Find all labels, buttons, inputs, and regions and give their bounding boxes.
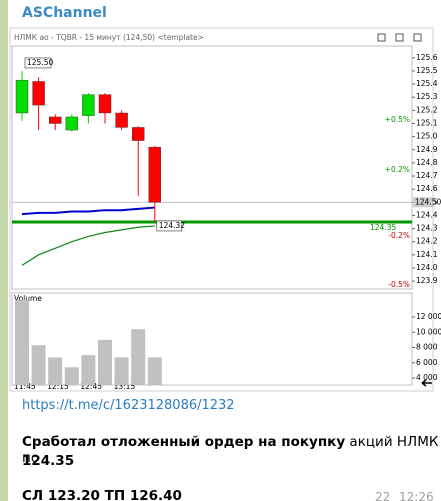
y-tick-label: 125.0: [416, 132, 438, 141]
last-price-box: [413, 197, 434, 208]
candle-body: [65, 116, 79, 131]
last-price-label: 124.50: [415, 197, 441, 206]
y-tick-label: 124.9: [416, 145, 438, 154]
toolbar-icon[interactable]: [377, 33, 386, 42]
ma-label: 124.32: [159, 221, 185, 230]
candle-body: [131, 127, 145, 141]
y-tick-label: 123.9: [416, 276, 438, 285]
y-tick-label: 124.7: [416, 171, 438, 180]
toolbar-icon[interactable]: [413, 33, 422, 42]
y-tick-label: 125.6: [416, 53, 438, 62]
ma-line: [21, 225, 155, 266]
views: 22: [375, 490, 391, 501]
message-link[interactable]: https://t.me/c/1623128086/1232: [22, 398, 235, 413]
candle-body: [82, 94, 95, 116]
volume-bar: [81, 355, 96, 385]
message-line: СЛ 123.20 ТП 126.40: [22, 488, 182, 501]
message-line: 124.35: [22, 453, 75, 469]
x-tick-label: 12:15: [47, 382, 69, 391]
pct-label: +0.5%: [385, 115, 410, 124]
y-tick-label: 125.5: [416, 66, 438, 75]
volume-bar: [147, 357, 162, 385]
price-pane: [11, 45, 413, 290]
y-tick-label: 125.3: [416, 92, 438, 101]
ma-line: [21, 206, 155, 216]
high-label-box: [24, 57, 52, 69]
candle-body: [49, 116, 62, 124]
pct-label: -0.5%: [388, 280, 410, 289]
level-label: 124.35: [370, 223, 396, 232]
y-tick-label: 8 000: [416, 343, 438, 352]
time: 12:26: [399, 490, 434, 501]
y-tick-label: 124.4: [416, 210, 438, 219]
y-tick-label: 6 000: [416, 358, 438, 367]
x-tick-label: 13:15: [114, 382, 136, 391]
y-tick-label: 124.0: [416, 263, 438, 272]
chart-image: НЛМК ао - TQBR - 15 минут (124,50) <temp…: [9, 27, 441, 392]
volume-bar: [131, 329, 146, 385]
y-tick-label: 4 000: [416, 373, 438, 382]
candle-body: [32, 81, 45, 106]
y-tick-label: 125.2: [416, 105, 438, 114]
y-tick-label: 124.6: [416, 184, 438, 193]
high-label: 125.50: [27, 58, 53, 67]
channel-name[interactable]: ASChannel: [22, 5, 107, 21]
y-tick-label: 12 000: [416, 312, 441, 321]
ma-label-box: [156, 220, 183, 232]
toolbar-icon[interactable]: [395, 33, 404, 42]
bold-text: Сработал отложенный ордер на покупку: [22, 434, 346, 450]
volume-label: Volume: [14, 294, 42, 303]
volume-bar: [114, 357, 129, 385]
x-tick-label: 12:45: [80, 382, 102, 391]
volume-bar: [64, 367, 79, 385]
y-tick-label: 10 000: [416, 327, 441, 336]
pct-label: +0.2%: [385, 165, 410, 174]
text: акций НЛМК по: [22, 434, 439, 466]
y-tick-label: 125.1: [416, 118, 438, 127]
volume-bar: [48, 357, 63, 385]
scroll-arrow[interactable]: [421, 379, 432, 387]
candle-body: [15, 79, 29, 114]
x-tick-label: 11:45: [14, 382, 36, 391]
y-tick-label: 124.8: [416, 158, 438, 167]
y-tick-label: 124.3: [416, 224, 438, 233]
candle-body: [98, 94, 112, 114]
y-tick-label: 124.1: [416, 250, 438, 259]
volume-bar: [15, 300, 29, 385]
pct-label: -0.2%: [388, 231, 410, 240]
volume-bar: [98, 339, 112, 385]
chart-title: НЛМК ао - TQBR - 15 минут (124,50) <temp…: [14, 33, 204, 42]
candle-body: [115, 112, 128, 128]
candle-body: [148, 146, 162, 203]
y-tick-label: 125.4: [416, 79, 438, 88]
message-line: Сработал отложенный ордер на покупку акц…: [22, 434, 441, 466]
y-tick-label: 124.2: [416, 237, 438, 246]
volume-bar: [31, 345, 46, 385]
